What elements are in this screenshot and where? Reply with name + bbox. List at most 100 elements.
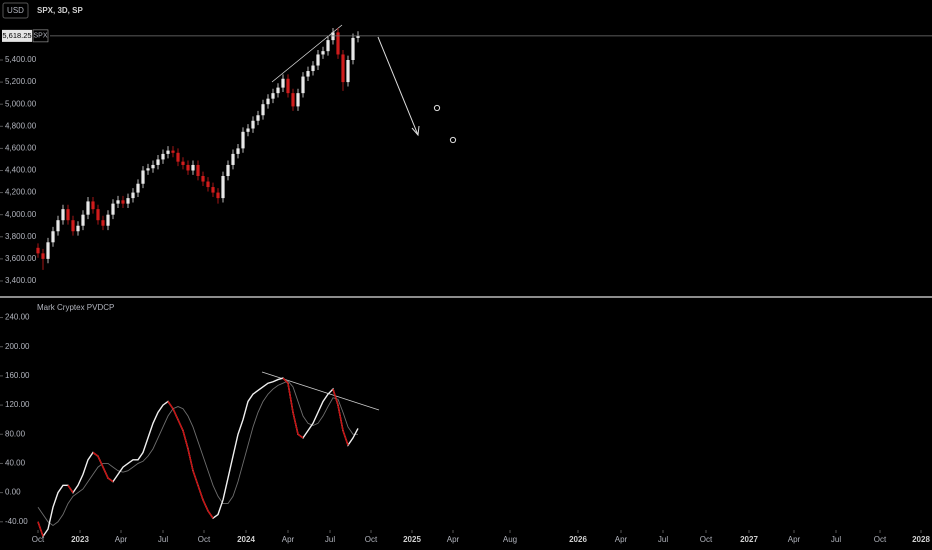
candle-body <box>126 198 130 204</box>
candle-body <box>106 214 110 226</box>
candle-body <box>341 54 345 83</box>
candle-body <box>281 78 285 88</box>
candle-body <box>86 201 90 215</box>
candle-body <box>251 120 255 129</box>
falling-segment <box>177 419 184 431</box>
falling-segment <box>332 388 339 406</box>
candle-body <box>241 131 245 149</box>
candle-body <box>271 93 275 99</box>
currency[interactable]: USD <box>7 6 24 15</box>
candle-body <box>236 148 240 154</box>
candle-body <box>56 220 60 232</box>
candle-body <box>286 78 290 94</box>
projection-arrow <box>377 36 419 136</box>
price-name-box <box>32 29 49 43</box>
candle-body <box>231 153 235 165</box>
falling-segment <box>172 408 179 420</box>
candle-body <box>346 59 350 83</box>
x-tick-label: Apr <box>115 535 128 544</box>
falling-segment <box>297 433 304 439</box>
candle-body <box>226 164 230 177</box>
candle-body <box>161 153 165 160</box>
candle-body <box>321 51 325 55</box>
marker-circle <box>433 104 441 112</box>
candle-body <box>186 164 190 171</box>
candle-body <box>36 247 40 254</box>
falling-segment <box>342 430 349 446</box>
candle-body <box>156 159 160 165</box>
x-tick-label: 2027 <box>740 535 758 544</box>
symbol-title: SPX, 3D, SP <box>37 6 83 15</box>
candle-body <box>171 150 175 153</box>
y-tick-label: 3,800.00 <box>5 232 37 241</box>
x-tick-label: 2026 <box>569 535 587 544</box>
y-tick-label: 3,400.00 <box>5 276 37 285</box>
candle-body <box>206 181 210 188</box>
y-tick-label: 40.00 <box>5 459 26 468</box>
candle-body <box>311 65 315 72</box>
x-tick-label: Jul <box>158 535 168 544</box>
falling-segment <box>282 377 289 384</box>
x-tick-label: Oct <box>198 535 211 544</box>
x-tick-label: Apr <box>615 535 628 544</box>
y-tick-label: 4,200.00 <box>5 188 37 197</box>
candle-body <box>146 168 150 171</box>
arrow-head <box>411 125 420 137</box>
candle-body <box>216 192 220 199</box>
candle-body <box>46 242 50 259</box>
candle-body <box>81 214 85 226</box>
falling-segment <box>107 477 114 483</box>
indicator-line <box>37 380 358 527</box>
candle-body <box>71 220 75 232</box>
price-label-box <box>2 29 32 42</box>
y-tick-label: 120.00 <box>5 400 30 409</box>
y-tick-label: -40.00 <box>5 517 28 526</box>
falling-segment <box>167 401 174 410</box>
y-tick-label: 4,800.00 <box>5 121 37 130</box>
y-tick-label: 4,000.00 <box>5 210 37 219</box>
falling-segment <box>192 470 199 486</box>
x-tick-label: Apr <box>788 535 801 544</box>
candle-body <box>66 209 70 221</box>
candle-body <box>166 150 170 154</box>
falling-segment <box>182 430 189 450</box>
candle-body <box>306 71 310 77</box>
currency-button[interactable] <box>2 2 29 19</box>
candle-body <box>201 176 205 182</box>
candle-body <box>356 35 360 38</box>
x-tick-label: Oct <box>874 535 887 544</box>
candle-body <box>296 93 300 107</box>
y-tick-label: 200.00 <box>5 342 30 351</box>
y-tick-label: 0.00 <box>5 488 21 497</box>
x-tick-label: 2024 <box>237 535 255 544</box>
candle-body <box>91 201 95 210</box>
falling-segment <box>92 451 99 457</box>
y-tick-label: 4,600.00 <box>5 143 37 152</box>
falling-segment <box>287 383 294 413</box>
x-tick-label: Oct <box>365 535 378 544</box>
falling-segment <box>37 521 44 537</box>
candle-body <box>181 161 185 165</box>
y-tick-label: 5,400.00 <box>5 55 37 64</box>
candle-body <box>136 183 140 193</box>
candle-body <box>61 209 65 221</box>
falling-segment <box>337 404 344 431</box>
falling-segment <box>187 448 194 471</box>
trend-line <box>271 24 343 83</box>
candle-body <box>316 54 320 66</box>
x-tick-label: Jul <box>658 535 668 544</box>
y-tick-label: 160.00 <box>5 371 30 380</box>
candle-body <box>196 164 200 177</box>
x-tick-label: 2028 <box>912 535 930 544</box>
y-tick-label: 80.00 <box>5 429 26 438</box>
y-tick-label: 5,000.00 <box>5 99 37 108</box>
falling-segment <box>202 499 209 512</box>
indicator-title: Mark Cryptex PVDCP <box>37 303 114 312</box>
candle-body <box>256 115 260 121</box>
candle-body <box>276 87 280 94</box>
x-tick-label: Oct <box>700 535 713 544</box>
falling-segment <box>197 485 204 501</box>
falling-segment <box>97 455 104 468</box>
candle-body <box>176 152 180 162</box>
